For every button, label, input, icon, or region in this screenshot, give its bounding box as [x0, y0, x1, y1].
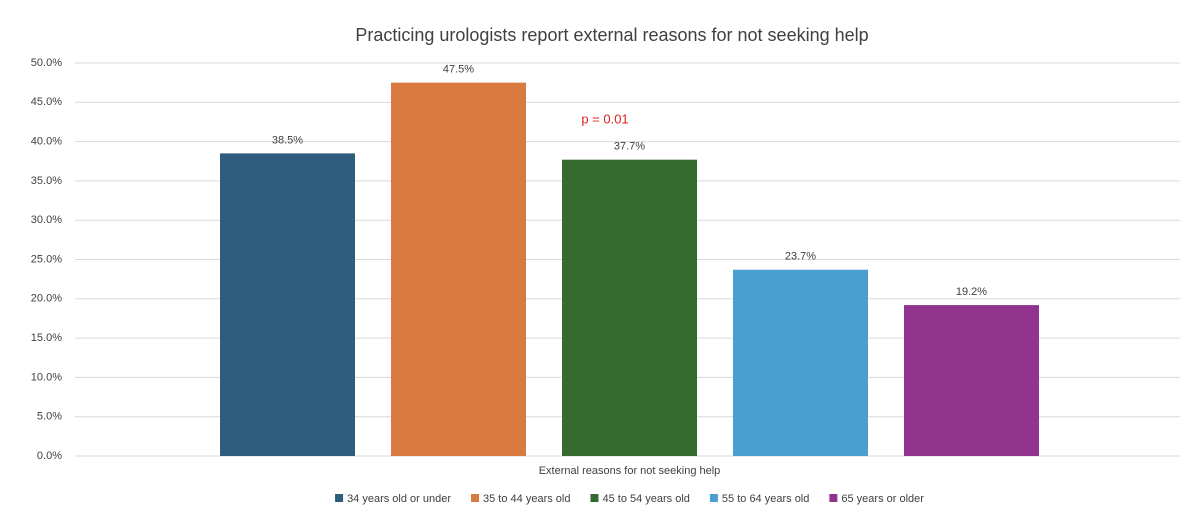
- x-category-label: External reasons for not seeking help: [539, 465, 721, 477]
- legend-label: 55 to 64 years old: [722, 493, 809, 505]
- y-tick-label: 30.0%: [31, 214, 62, 226]
- legend-label: 35 to 44 years old: [483, 493, 570, 505]
- legend-label: 45 to 54 years old: [602, 493, 689, 505]
- y-tick-label: 50.0%: [31, 57, 62, 69]
- bar: [904, 305, 1039, 456]
- y-tick-label: 20.0%: [31, 293, 62, 305]
- bar: [733, 269, 868, 456]
- legend-swatch: [335, 494, 344, 502]
- legend-swatch: [709, 494, 718, 502]
- bar: [391, 82, 526, 457]
- legend-label: 65 years or older: [841, 493, 924, 505]
- chart-title: Practicing urologists report external re…: [355, 25, 868, 45]
- legend-label: 34 years old or under: [347, 493, 451, 505]
- bar: [562, 159, 697, 457]
- y-tick-label: 40.0%: [31, 136, 62, 148]
- annotation: p = 0.01: [581, 111, 628, 126]
- y-tick-label: 45.0%: [31, 96, 62, 108]
- y-tick-label: 25.0%: [31, 253, 62, 265]
- value-label: 19.2%: [956, 286, 987, 298]
- value-label: 38.5%: [272, 134, 303, 146]
- value-label: 23.7%: [785, 251, 816, 263]
- y-tick-label: 10.0%: [31, 371, 62, 383]
- y-tick-label: 0.0%: [37, 450, 62, 462]
- legend-swatch: [471, 494, 480, 502]
- y-tick-label: 5.0%: [37, 411, 62, 423]
- value-label: 47.5%: [443, 64, 474, 76]
- value-label: 37.7%: [614, 141, 645, 153]
- legend-swatch: [590, 494, 599, 502]
- legend-swatch: [829, 494, 838, 502]
- bar: [220, 153, 355, 456]
- y-tick-label: 35.0%: [31, 175, 62, 187]
- y-tick-label: 15.0%: [31, 332, 62, 344]
